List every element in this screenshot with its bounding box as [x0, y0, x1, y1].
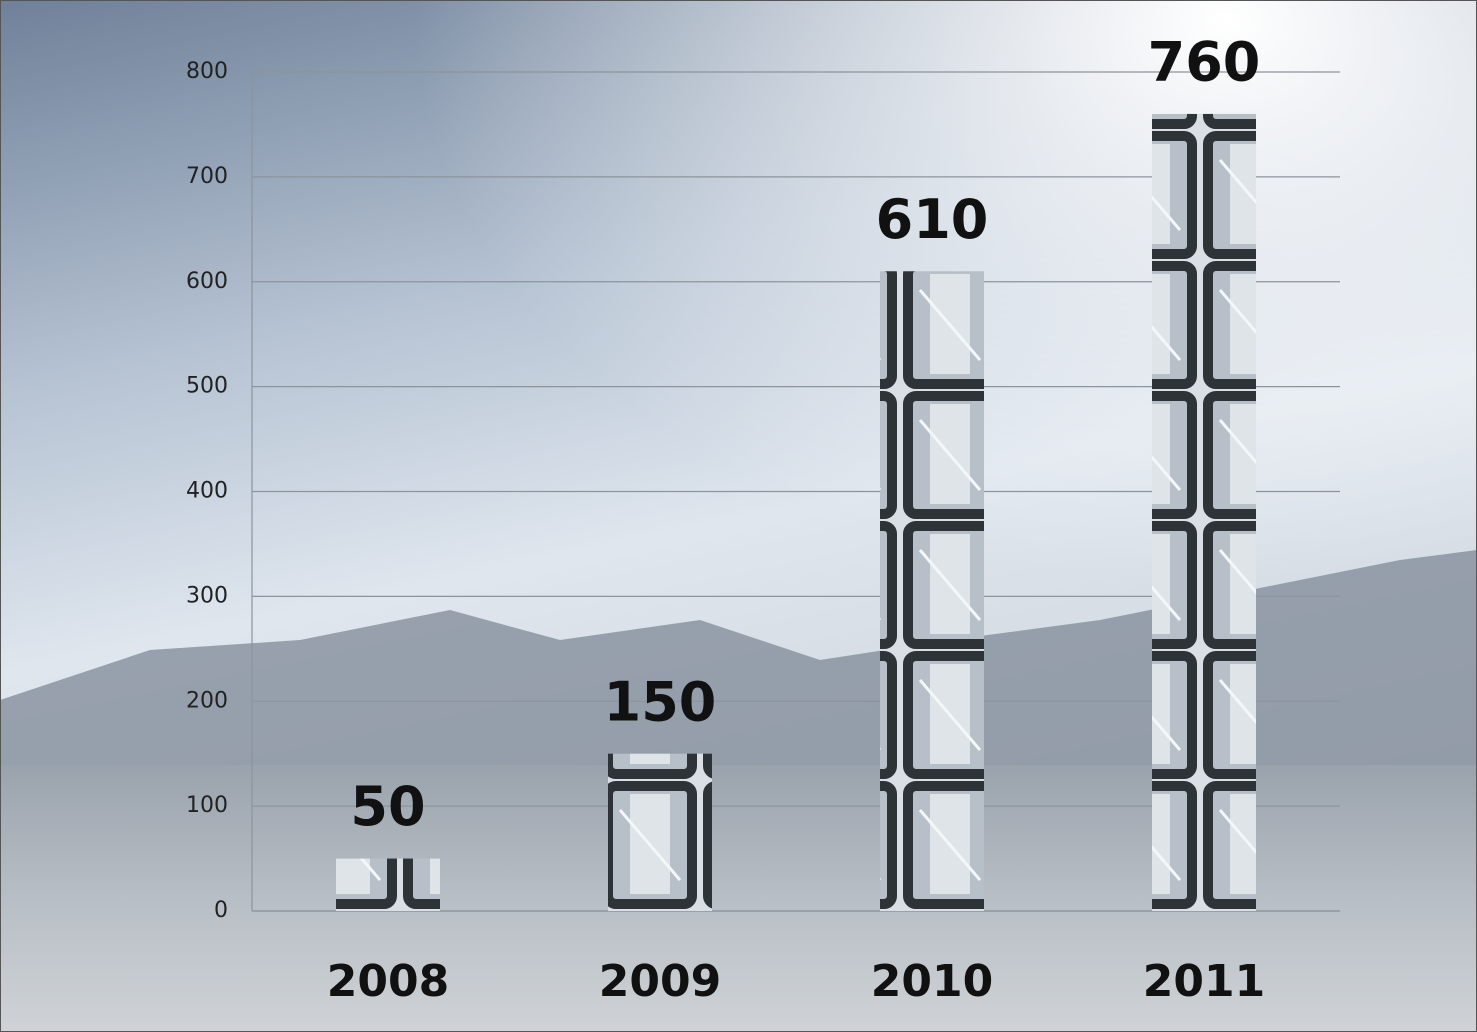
bar	[608, 753, 712, 911]
value-label: 50	[350, 775, 425, 838]
y-tick-label: 600	[186, 269, 228, 294]
value-label: 760	[1148, 31, 1261, 94]
x-tick-label: 2009	[599, 956, 721, 1007]
mountains	[0, 550, 1477, 780]
bar	[880, 271, 984, 911]
value-label: 610	[876, 188, 989, 251]
y-tick-label: 700	[186, 164, 228, 189]
bar	[336, 858, 440, 911]
y-tick-label: 200	[186, 688, 228, 713]
y-tick-label: 500	[186, 374, 228, 399]
y-tick-label: 100	[186, 793, 228, 818]
y-tick-label: 800	[186, 59, 228, 84]
y-tick-label: 0	[214, 898, 228, 923]
x-tick-label: 2008	[327, 956, 449, 1007]
value-label: 150	[604, 670, 717, 733]
bar	[1152, 113, 1256, 911]
y-tick-label: 300	[186, 583, 228, 608]
x-tick-label: 2010	[871, 956, 993, 1007]
y-tick-label: 400	[186, 479, 228, 504]
x-tick-label: 2011	[1143, 956, 1265, 1007]
